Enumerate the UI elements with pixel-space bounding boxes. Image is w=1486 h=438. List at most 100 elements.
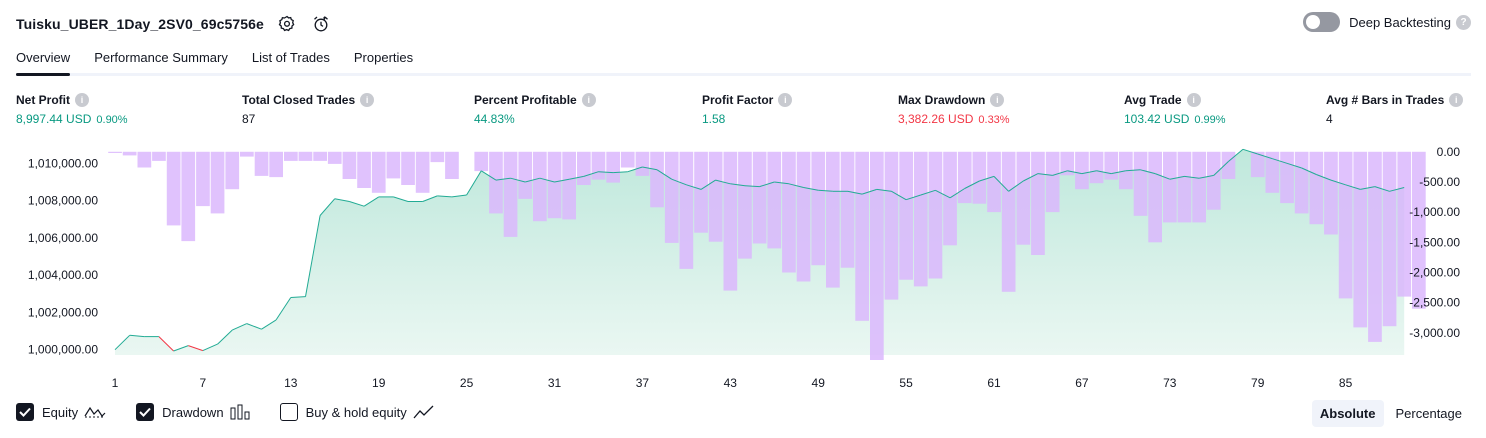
equity-line-segment	[598, 171, 614, 174]
equity-line-segment	[847, 190, 863, 195]
info-icon[interactable]: i	[75, 93, 89, 107]
drawdown-bar	[298, 151, 313, 161]
equity-line-segment	[1301, 167, 1317, 175]
tab-overview[interactable]: Overview	[16, 44, 71, 76]
equity-line-segment	[759, 181, 775, 188]
info-icon[interactable]: i	[1186, 93, 1201, 107]
equity-line-segment	[495, 177, 511, 181]
left-axis-tick-label: 1,002,000.00	[28, 305, 98, 319]
drawdown-bars-icon	[230, 404, 250, 420]
legend-buy-hold[interactable]: Buy & hold equity	[279, 403, 435, 421]
right-axis-tick-label: -2,000.00	[1409, 266, 1460, 280]
equity-checkbox[interactable]	[16, 403, 34, 421]
drawdown-bar	[782, 151, 796, 273]
stat-max-drawdown: Max Drawdown i 3,382.26 USD 0.33%	[898, 93, 1010, 126]
drawdown-bar	[840, 151, 855, 268]
settings-icon[interactable]	[276, 13, 298, 35]
drawdown-bar	[122, 151, 137, 156]
legend-equity-label: Equity	[42, 404, 79, 420]
drawdown-bar	[342, 151, 357, 179]
drawdown-bar	[738, 151, 752, 259]
drawdown-bar	[1206, 151, 1221, 210]
drawdown-bar	[1075, 151, 1089, 190]
info-icon[interactable]: i	[778, 93, 793, 107]
stat-value: 3,382.26 USD	[898, 112, 974, 126]
percentage-button[interactable]: Percentage	[1395, 406, 1463, 421]
drawdown-bar	[269, 151, 283, 178]
stat-net-profit: Net Profit i 8,997.44 USD 0.90%	[16, 93, 128, 126]
drawdown-bar	[723, 151, 738, 291]
drawdown-bar	[591, 151, 606, 180]
equity-line-segment	[173, 345, 189, 352]
drawdown-checkbox[interactable]	[136, 403, 155, 421]
equity-line-segment	[188, 345, 204, 352]
drawdown-bar	[796, 151, 811, 282]
drawdown-bar	[254, 151, 269, 176]
info-icon[interactable]: i	[581, 93, 596, 107]
drawdown-bar	[1192, 151, 1206, 223]
deep-backtesting-toggle[interactable]	[1303, 12, 1341, 32]
info-icon[interactable]: i	[360, 93, 375, 107]
equity-line-segment	[451, 194, 467, 198]
drawdown-bar	[415, 151, 430, 193]
equity-line-segment	[305, 215, 321, 297]
drawdown-bar	[1324, 151, 1338, 235]
drawdown-bar	[972, 151, 987, 204]
stat-label: Avg # Bars in Trades	[1326, 93, 1445, 107]
equity-line-segment	[1286, 162, 1302, 169]
buy-hold-checkbox[interactable]	[279, 403, 298, 421]
x-axis-tick-label: 19	[372, 376, 386, 390]
tab-performance-summary[interactable]: Performance Summary	[94, 50, 228, 65]
equity-line-segment	[202, 343, 218, 352]
info-icon[interactable]: i	[990, 93, 1005, 107]
x-axis-tick-label: 85	[1339, 376, 1353, 390]
equity-line-segment	[1155, 173, 1170, 180]
drawdown-bar	[225, 151, 240, 190]
drawdown-bar	[327, 151, 342, 164]
equity-line-segment	[905, 194, 921, 201]
drawdown-bar	[357, 151, 371, 188]
drawdown-bar	[577, 151, 591, 185]
legend-equity[interactable]: Equity	[16, 403, 106, 421]
strategy-header: Tuisku_UBER_1Day_2SV0_69c5756e Deep Back…	[16, 10, 1471, 38]
equity-line-segment	[129, 334, 145, 338]
drawdown-bar	[474, 151, 489, 172]
drawdown-bar	[533, 151, 547, 222]
right-axis-tick-label: -500.00	[1419, 175, 1460, 189]
drawdown-bar	[708, 151, 723, 242]
equity-line-segment	[700, 179, 716, 190]
equity-line-segment	[231, 323, 248, 331]
legend-drawdown[interactable]: Drawdown	[136, 403, 250, 421]
drawdown-bar	[1031, 151, 1045, 255]
stat-avg-trade: Avg Trade i 103.42 USD 0.99%	[1124, 93, 1226, 126]
info-icon[interactable]: i	[1449, 93, 1464, 107]
stat-value: 44.83%	[474, 112, 515, 126]
stat-value: 4	[1326, 112, 1333, 126]
equity-line-segment	[964, 180, 980, 189]
equity-line-segment	[246, 323, 262, 330]
equity-line-segment	[1389, 187, 1405, 192]
equity-line-segment	[1330, 179, 1346, 186]
equity-line-segment	[1316, 174, 1332, 181]
drawdown-bar	[284, 151, 298, 161]
drawdown-bar	[1133, 151, 1148, 216]
report-tabs: Overview Performance Summary List of Tra…	[16, 44, 1471, 76]
tab-properties[interactable]: Properties	[353, 50, 414, 65]
help-icon[interactable]: ?	[1456, 14, 1471, 30]
equity-area	[115, 149, 1405, 355]
drawdown-bar	[1177, 151, 1192, 223]
drawdown-bar	[1001, 151, 1016, 292]
x-axis-tick-label: 67	[1075, 376, 1089, 390]
absolute-button[interactable]: Absolute	[1311, 400, 1384, 427]
right-axis-tick-label: -1,500.00	[1409, 235, 1460, 249]
alarm-clock-icon[interactable]	[310, 13, 332, 35]
equity-line-segment	[290, 296, 306, 298]
tab-list-of-trades[interactable]: List of Trades	[251, 50, 330, 65]
drawdown-bar	[137, 151, 152, 168]
left-axis-tick-label: 1,006,000.00	[28, 231, 98, 245]
equity-drawdown-chart[interactable]: 1,000,000.00 1,002,000.00 1,004,000.00 1,00…	[0, 140, 1486, 395]
drawdown-bar	[210, 151, 225, 214]
drawdown-bar	[386, 151, 401, 179]
stat-value: 1.58	[702, 112, 726, 126]
drawdown-bar	[240, 151, 254, 157]
